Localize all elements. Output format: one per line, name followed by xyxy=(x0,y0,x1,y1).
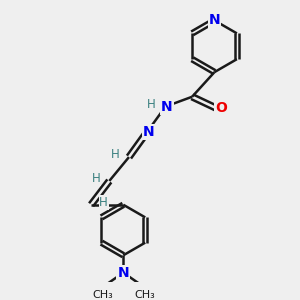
Text: H: H xyxy=(111,148,120,161)
Text: CH₃: CH₃ xyxy=(134,290,155,300)
Text: H: H xyxy=(99,196,108,209)
Text: H: H xyxy=(92,172,100,185)
Text: O: O xyxy=(215,101,227,115)
Text: N: N xyxy=(118,266,129,280)
Text: N: N xyxy=(161,100,172,114)
Text: H: H xyxy=(146,98,155,111)
Text: N: N xyxy=(143,125,154,139)
Text: CH₃: CH₃ xyxy=(92,290,113,300)
Text: N: N xyxy=(209,14,220,28)
